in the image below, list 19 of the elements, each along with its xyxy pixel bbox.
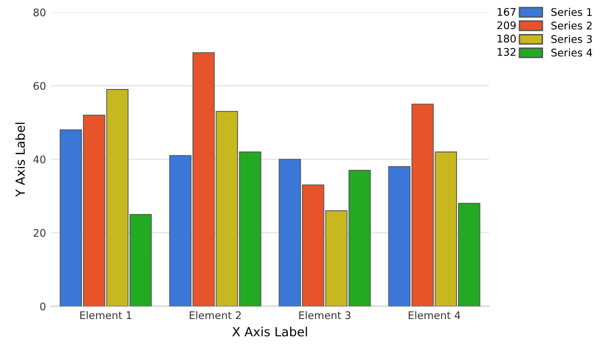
x-axis-title: X Axis Label [232, 326, 307, 336]
x-tick-label: Element 3 [299, 311, 350, 320]
text: 132 [498, 48, 516, 56]
x-tick-label: Element 1 [80, 311, 132, 320]
x-tick-label: Element 2 [190, 311, 241, 320]
legend-label: Series 3 [551, 34, 592, 44]
legend-label: Series 1 [551, 8, 592, 16]
y-axis-title: Y Axis Label [15, 122, 25, 197]
y-tick-label: 20 [34, 228, 46, 237]
y-tick-label: 40 [33, 155, 46, 164]
text: 180 [498, 34, 516, 43]
y-tick-label: 60 [34, 82, 46, 90]
y-tick-label: 0 [40, 302, 46, 310]
legend-label: Series 2 [551, 21, 592, 30]
legend-label: Series 4 [551, 48, 592, 57]
x-tick-label: Element 4 [408, 311, 460, 320]
text: 209 [497, 21, 516, 30]
y-tick-label: 80 [34, 8, 46, 16]
text: 167 [498, 8, 516, 16]
